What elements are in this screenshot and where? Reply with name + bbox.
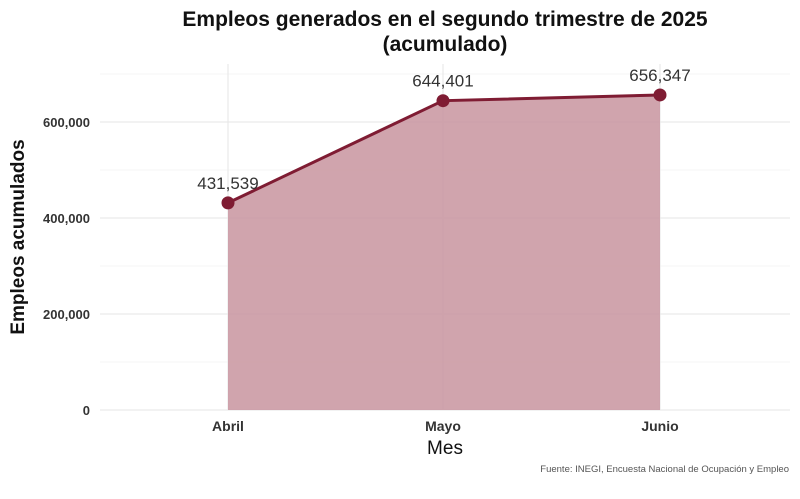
source-caption: Fuente: INEGI, Encuesta Nacional de Ocup… — [540, 464, 789, 475]
area-fill — [228, 94, 660, 411]
area-fill-layer — [228, 94, 660, 411]
data-label: 644,401 — [412, 72, 473, 91]
y-axis-ticks: 0 200,000 400,000 600,000 — [43, 115, 90, 418]
y-tick-label: 200,000 — [43, 307, 90, 322]
y-axis-label: Empleos acumulados — [8, 139, 29, 334]
x-axis-ticks: Abril Mayo Junio — [212, 418, 679, 434]
data-label: 656,347 — [629, 66, 690, 85]
x-tick-label: Junio — [641, 418, 678, 434]
y-tick-label: 600,000 — [43, 115, 90, 130]
data-point — [221, 196, 235, 210]
data-label: 431,539 — [197, 174, 258, 193]
x-axis-label: Mes — [427, 438, 463, 459]
data-points-layer — [221, 88, 667, 210]
chart-title-line-1: Empleos generados en el segundo trimestr… — [182, 8, 708, 31]
data-point — [653, 88, 667, 102]
y-tick-label: 0 — [83, 403, 90, 418]
x-tick-label: Abril — [212, 418, 244, 434]
x-tick-label: Mayo — [425, 418, 461, 434]
data-labels-layer: 431,539 644,401 656,347 — [197, 66, 690, 193]
data-point — [436, 94, 450, 108]
y-tick-label: 400,000 — [43, 211, 90, 226]
chart-title-line-2: (acumulado) — [383, 33, 508, 56]
